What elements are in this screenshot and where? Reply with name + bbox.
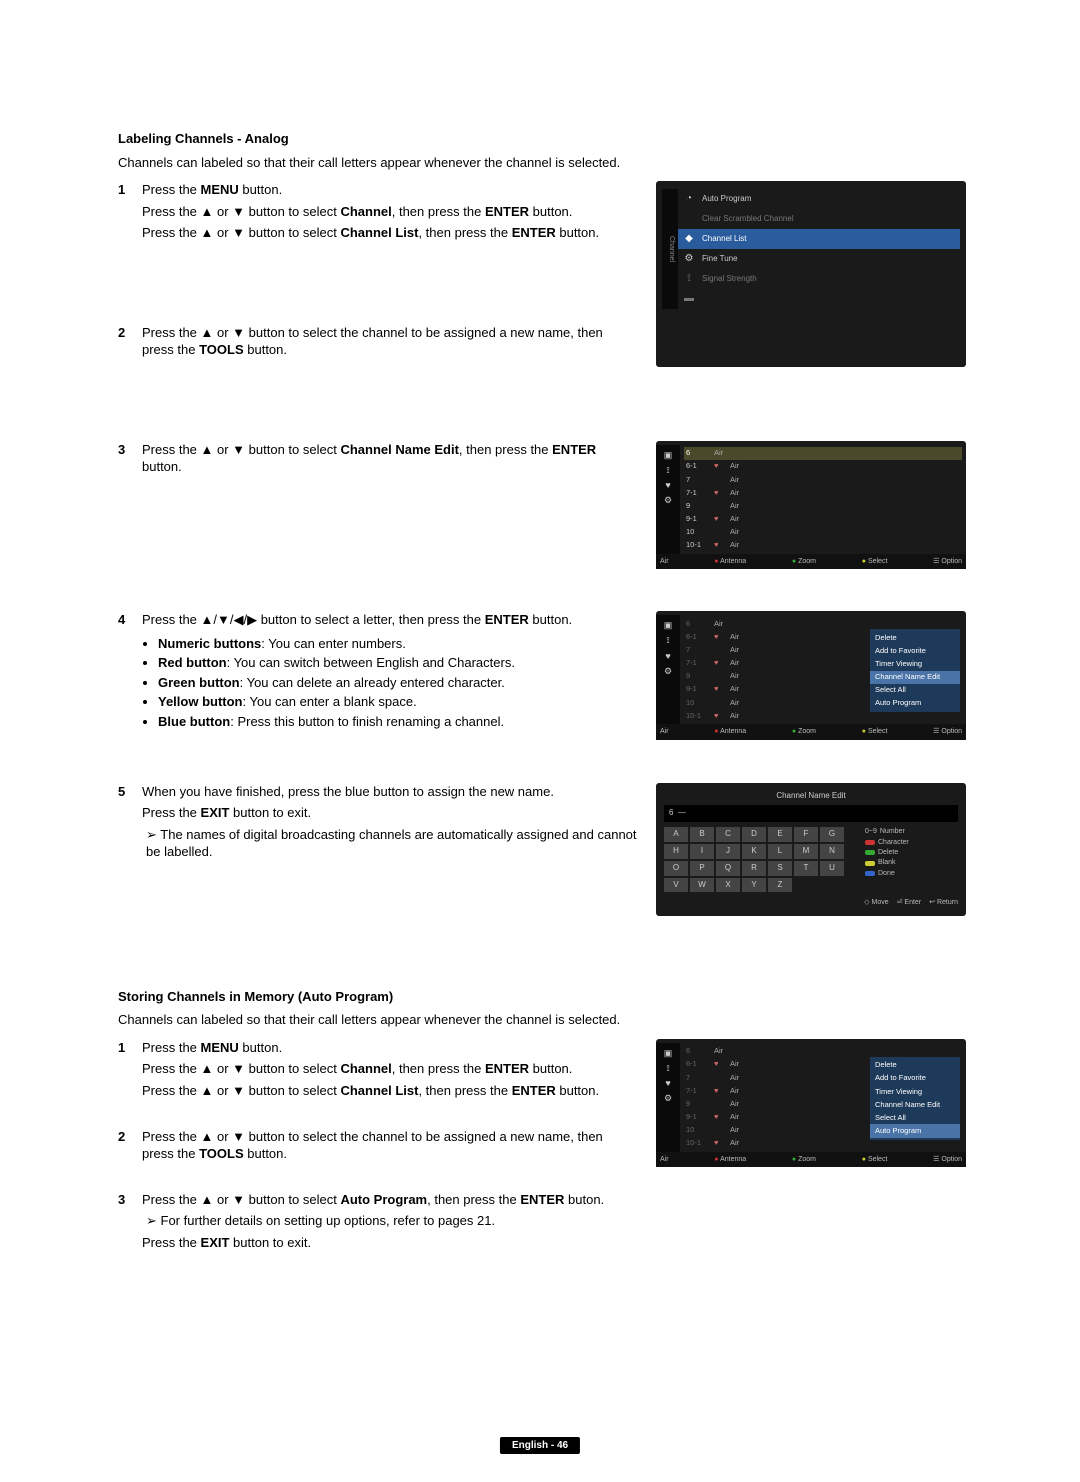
- onscreen-keyboard: Channel Name Edit 6 — ABCDEFGHIJKLMNOPQR…: [656, 783, 966, 916]
- popup-item: Auto Program: [870, 697, 960, 710]
- step-body: Press the MENU button.Press the ▲ or ▼ b…: [142, 181, 638, 246]
- section-labeling: Labeling Channels - Analog Channels can …: [118, 130, 980, 930]
- step: 1 Press the MENU button.Press the ▲ or ▼…: [118, 1039, 638, 1104]
- tv-menu-item: ▬: [678, 289, 960, 309]
- kb-key: X: [716, 878, 740, 893]
- kb-key: B: [690, 827, 714, 842]
- tv-menu-item: ◔Auto Program: [678, 189, 960, 209]
- page-footer: English - 46: [500, 1437, 580, 1455]
- step: 4 Press the ▲/▼/◀/▶ button to select a l…: [118, 611, 638, 732]
- kb-key: G: [820, 827, 844, 842]
- tv-menu-channel: Channel ◔Auto ProgramClear Scrambled Cha…: [656, 181, 966, 367]
- tv-menu-items: ◔Auto ProgramClear Scrambled Channel◆Cha…: [678, 189, 960, 309]
- kb-key: M: [794, 844, 818, 859]
- popup-item: Channel Name Edit: [870, 671, 960, 684]
- kb-key: U: [820, 861, 844, 876]
- kb-key: Q: [716, 861, 740, 876]
- kb-key: H: [664, 844, 688, 859]
- section-auto-program: Storing Channels in Memory (Auto Program…: [118, 988, 980, 1277]
- channel-row: 9Air: [684, 499, 962, 512]
- kb-key: O: [664, 861, 688, 876]
- popup-item: Add to Favorite: [870, 1072, 960, 1085]
- section2-intro: Channels can labeled so that their call …: [118, 1011, 638, 1029]
- channel-row: 7-1♥Air: [684, 486, 962, 499]
- channel-row: 6-1♥Air: [684, 460, 962, 473]
- channel-row: 7Air: [684, 473, 962, 486]
- kb-key: Z: [768, 878, 792, 893]
- tv-menu-item: ◆Channel List: [678, 229, 960, 249]
- kb-key: C: [716, 827, 740, 842]
- kb-key: F: [794, 827, 818, 842]
- popup-item: Timer Viewing: [870, 1085, 960, 1098]
- popup-item: Select All: [870, 1111, 960, 1124]
- step-body: Press the ▲ or ▼ button to select the ch…: [142, 324, 638, 363]
- kb-key: I: [690, 844, 714, 859]
- tv-menu-item: ⟟Signal Strength: [678, 269, 960, 289]
- step: 2 Press the ▲ or ▼ button to select the …: [118, 324, 638, 363]
- popup-item: Delete: [870, 631, 960, 644]
- tv-channel-list: ▣⟟♥⚙ 6Air 6-1♥Air7Air7-1♥Air9Air9-1♥Air1…: [656, 441, 966, 569]
- popup-item: Auto Program: [870, 1124, 960, 1137]
- step: 2 Press the ▲ or ▼ button to select the …: [118, 1128, 638, 1167]
- step: 5 When you have finished, press the blue…: [118, 783, 638, 865]
- kb-key: S: [768, 861, 792, 876]
- step: 3 Press the ▲ or ▼ button to select Chan…: [118, 441, 638, 480]
- kb-key: L: [768, 844, 792, 859]
- kb-key: K: [742, 844, 766, 859]
- kb-key: W: [690, 878, 714, 893]
- tv-menu-item: ⚙Fine Tune: [678, 249, 960, 269]
- kb-key: T: [794, 861, 818, 876]
- section1-title: Labeling Channels - Analog: [118, 130, 980, 148]
- channel-row: 9-1♥Air: [684, 512, 962, 525]
- kb-key: A: [664, 827, 688, 842]
- kb-key: R: [742, 861, 766, 876]
- kb-key: E: [768, 827, 792, 842]
- section2-title: Storing Channels in Memory (Auto Program…: [118, 988, 980, 1006]
- tv-channel-list-popup: ▣⟟♥⚙ 6Air 6-1♥Air7Air7-1♥Air9Air9-1♥Air1…: [656, 611, 966, 739]
- kb-key: P: [690, 861, 714, 876]
- kb-key: D: [742, 827, 766, 842]
- step-body: Press the ▲ or ▼ button to select Channe…: [142, 441, 638, 480]
- tools-popup: DeleteAdd to FavoriteTimer ViewingChanne…: [870, 1057, 960, 1140]
- popup-item: Add to Favorite: [870, 644, 960, 657]
- step: 1 Press the MENU button.Press the ▲ or ▼…: [118, 181, 638, 246]
- popup-item: Delete: [870, 1059, 960, 1072]
- section1-intro: Channels can labeled so that their call …: [118, 154, 638, 172]
- tools-popup: DeleteAdd to FavoriteTimer ViewingChanne…: [870, 629, 960, 712]
- popup-item: Select All: [870, 684, 960, 697]
- step-body: Press the ▲/▼/◀/▶ button to select a let…: [142, 611, 638, 732]
- channel-row: 10Air: [684, 526, 962, 539]
- kb-key: Y: [742, 878, 766, 893]
- popup-item: Channel Name Edit: [870, 1098, 960, 1111]
- step-body: When you have finished, press the blue b…: [142, 783, 638, 865]
- kb-key: V: [664, 878, 688, 893]
- step: 3 Press the ▲ or ▼ button to select Auto…: [118, 1191, 638, 1256]
- kb-key: N: [820, 844, 844, 859]
- popup-item: Timer Viewing: [870, 658, 960, 671]
- tv-menu-item: Clear Scrambled Channel: [678, 209, 960, 229]
- channel-row: 10-1♥Air: [684, 539, 962, 552]
- kb-key: J: [716, 844, 740, 859]
- tv-channel-list-popup-auto: ▣⟟♥⚙ 6Air 6-1♥Air7Air7-1♥Air9Air9-1♥Air1…: [656, 1039, 966, 1167]
